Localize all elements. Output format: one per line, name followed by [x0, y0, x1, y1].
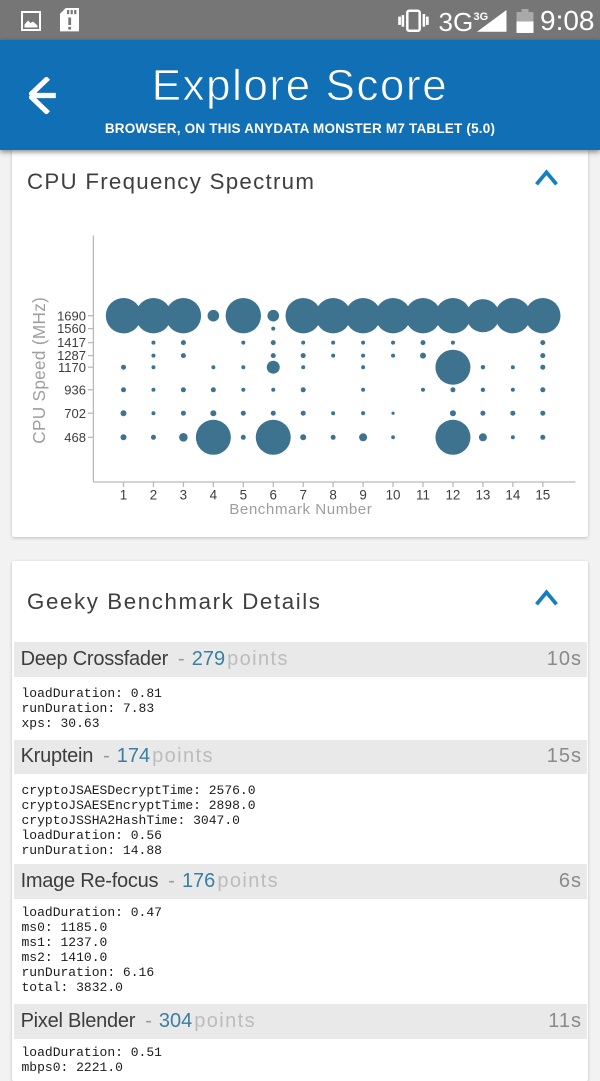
- svg-text:7: 7: [299, 487, 306, 502]
- svg-text:3: 3: [180, 487, 187, 502]
- svg-text:10: 10: [386, 487, 401, 502]
- svg-text:9: 9: [359, 487, 366, 502]
- svg-text:2: 2: [150, 487, 157, 502]
- svg-text:4: 4: [210, 487, 218, 502]
- svg-text:15: 15: [535, 487, 550, 502]
- svg-text:5: 5: [240, 487, 247, 502]
- svg-text:14: 14: [505, 487, 520, 502]
- svg-text:1170: 1170: [58, 360, 86, 375]
- svg-text:13: 13: [475, 487, 490, 502]
- svg-text:CPU Speed (MHz): CPU Speed (MHz): [29, 297, 49, 444]
- svg-text:1417: 1417: [57, 335, 86, 350]
- svg-text:468: 468: [64, 430, 86, 445]
- svg-text:1560: 1560: [57, 321, 86, 336]
- svg-text:Benchmark Number: Benchmark Number: [229, 501, 372, 518]
- svg-text:1690: 1690: [57, 308, 86, 323]
- svg-text:11: 11: [416, 487, 430, 502]
- svg-text:6: 6: [270, 487, 277, 502]
- svg-text:8: 8: [329, 487, 336, 502]
- svg-text:12: 12: [445, 487, 460, 502]
- svg-text:1287: 1287: [57, 348, 86, 363]
- svg-text:936: 936: [64, 382, 86, 397]
- svg-text:1: 1: [120, 487, 127, 502]
- svg-text:702: 702: [64, 406, 86, 421]
